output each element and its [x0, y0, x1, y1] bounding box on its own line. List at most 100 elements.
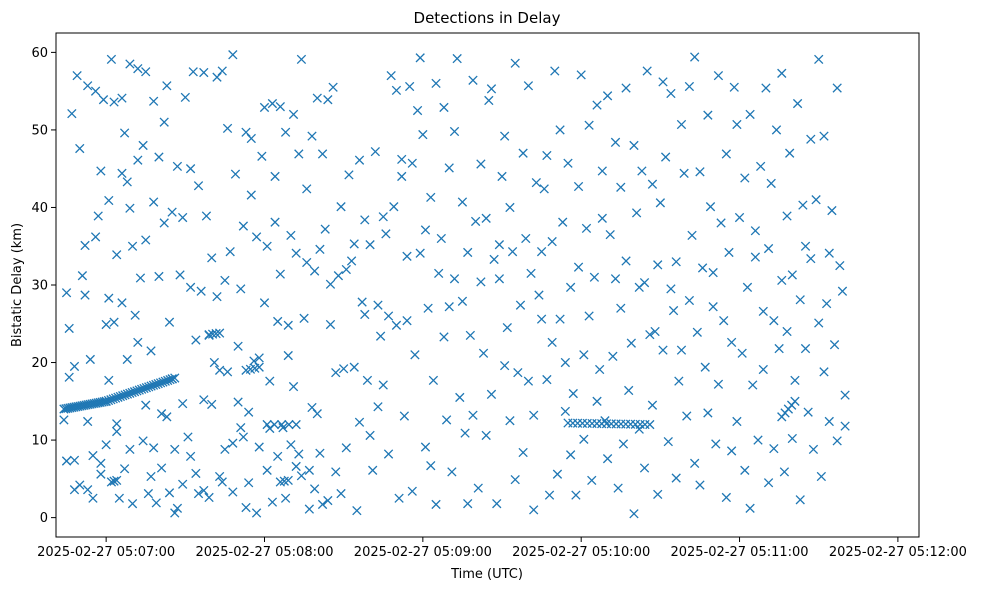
data-point — [655, 198, 666, 208]
data-point — [431, 78, 441, 89]
data-point — [494, 240, 505, 250]
data-point — [547, 337, 557, 348]
data-point — [262, 465, 272, 475]
data-point — [790, 396, 800, 406]
data-point — [368, 465, 378, 475]
data-point — [510, 58, 520, 68]
data-point — [426, 461, 436, 471]
data-point — [766, 178, 776, 189]
data-point — [690, 52, 700, 62]
data-point — [191, 468, 201, 479]
data-point — [146, 346, 156, 356]
data-point — [180, 92, 190, 103]
data-point — [209, 357, 220, 368]
data-point — [449, 274, 460, 284]
data-point — [787, 433, 797, 444]
data-point — [478, 348, 489, 358]
data-point — [658, 77, 668, 87]
data-point — [246, 133, 256, 144]
x-tick-label: 2025-02-27 05:08:00 — [195, 545, 333, 560]
data-point — [399, 411, 410, 421]
data-point — [291, 419, 301, 430]
data-point — [178, 398, 188, 409]
data-point — [660, 152, 671, 162]
data-point — [494, 274, 505, 284]
data-point — [777, 68, 787, 78]
data-point — [595, 364, 605, 375]
data-point — [349, 362, 359, 372]
data-point — [618, 439, 629, 449]
data-point — [146, 471, 156, 482]
data-point — [394, 493, 404, 503]
data-point — [771, 125, 782, 135]
data-point — [112, 250, 122, 260]
data-point — [497, 171, 507, 182]
data-point — [658, 345, 668, 355]
data-point — [360, 309, 370, 320]
data-point — [690, 458, 700, 468]
data-point — [251, 508, 262, 518]
data-point — [320, 224, 330, 234]
data-point — [315, 448, 325, 458]
data-point — [80, 290, 90, 300]
data-point — [199, 67, 209, 78]
data-point — [109, 317, 119, 327]
data-point — [700, 362, 710, 372]
y-tick-label: 40 — [31, 201, 48, 216]
data-point — [444, 302, 454, 312]
data-point — [104, 375, 114, 386]
data-point — [518, 148, 528, 158]
data-point — [341, 443, 351, 453]
data-point — [265, 423, 275, 434]
data-point — [806, 253, 816, 264]
data-point — [489, 254, 499, 265]
data-point — [257, 151, 267, 161]
data-point — [814, 54, 824, 65]
data-point — [531, 177, 541, 188]
data-point — [217, 66, 227, 76]
data-point — [341, 264, 351, 275]
data-point — [275, 102, 285, 112]
data-point — [299, 313, 309, 324]
data-point — [222, 123, 233, 134]
data-point — [724, 247, 734, 258]
data-point — [560, 406, 571, 417]
y-tick-label: 60 — [31, 46, 48, 61]
data-point — [312, 409, 322, 419]
data-point — [151, 498, 161, 508]
data-point — [476, 277, 486, 287]
data-point — [238, 432, 249, 442]
data-point — [96, 469, 106, 479]
y-tick-label: 10 — [31, 434, 48, 449]
data-point — [695, 167, 705, 177]
data-point — [800, 343, 811, 354]
data-point — [69, 455, 80, 465]
data-point — [703, 110, 713, 120]
data-point — [785, 148, 795, 158]
data-point — [639, 463, 650, 473]
data-point — [589, 272, 600, 282]
data-point — [827, 205, 837, 216]
data-point — [798, 200, 808, 210]
data-point — [486, 389, 497, 399]
data-point — [349, 239, 359, 249]
data-point — [397, 154, 407, 165]
data-point — [291, 461, 301, 472]
data-point — [360, 215, 370, 225]
data-point — [296, 471, 307, 481]
data-point — [550, 66, 560, 76]
data-point — [763, 243, 774, 254]
data-point — [386, 70, 396, 81]
data-point — [758, 306, 768, 317]
data-point — [77, 271, 88, 281]
data-point — [795, 495, 805, 505]
data-point — [302, 184, 312, 194]
data-point — [463, 247, 473, 258]
data-point — [214, 471, 225, 482]
data-point — [302, 257, 312, 268]
data-point — [777, 275, 787, 286]
data-point — [769, 443, 779, 454]
data-point — [671, 473, 681, 483]
data-point — [579, 350, 589, 360]
data-point — [629, 140, 639, 151]
